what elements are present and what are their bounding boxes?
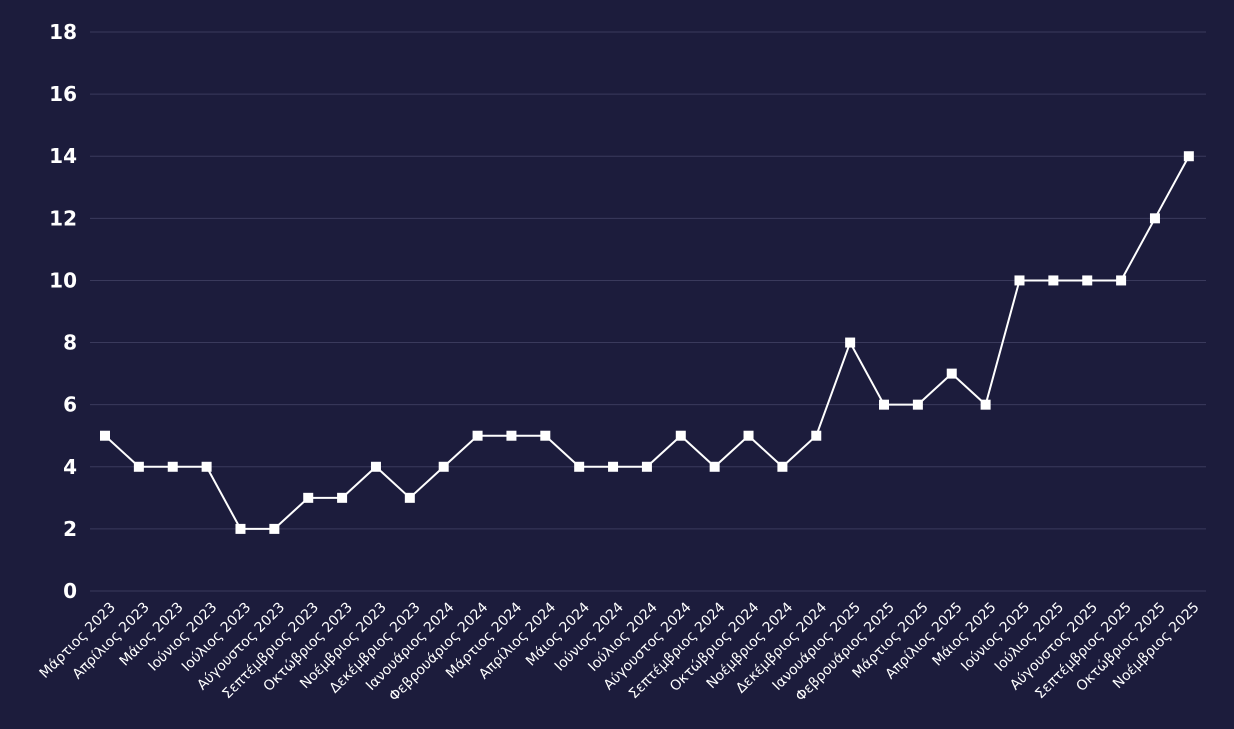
y-tick-label: 0 <box>63 579 77 603</box>
y-tick-label: 16 <box>49 82 77 106</box>
data-point <box>337 492 348 503</box>
y-tick-label: 14 <box>49 144 77 168</box>
data-point <box>675 430 686 441</box>
data-point <box>1116 275 1127 286</box>
y-tick-label: 8 <box>63 331 77 355</box>
data-point <box>201 461 212 472</box>
data-point <box>709 461 720 472</box>
data-point <box>980 399 991 410</box>
data-point <box>1048 275 1059 286</box>
y-tick-label: 6 <box>63 393 77 417</box>
data-point <box>438 461 449 472</box>
data-point <box>133 461 144 472</box>
data-point <box>777 461 788 472</box>
data-point <box>1149 213 1160 224</box>
y-tick-label: 10 <box>49 268 77 292</box>
data-point <box>1183 151 1194 162</box>
data-point <box>912 399 923 410</box>
data-point <box>946 368 957 379</box>
data-point <box>743 430 754 441</box>
data-point <box>472 430 483 441</box>
data-point <box>167 461 178 472</box>
data-point <box>506 430 517 441</box>
data-point <box>540 430 551 441</box>
data-point <box>845 337 856 348</box>
data-point <box>404 492 415 503</box>
data-point <box>641 461 652 472</box>
data-point <box>370 461 381 472</box>
data-point <box>1082 275 1093 286</box>
series <box>100 151 1194 534</box>
data-point <box>100 430 110 441</box>
y-axis-tick-labels: 0 2 4 6 8 10 12 14 16 18 <box>49 20 77 603</box>
data-point <box>811 430 822 441</box>
y-tick-label: 12 <box>49 206 77 230</box>
data-point <box>608 461 619 472</box>
data-point <box>235 523 246 534</box>
data-point <box>1014 275 1025 286</box>
data-point <box>574 461 585 472</box>
data-point <box>269 523 280 534</box>
gridlines <box>90 31 1206 592</box>
y-tick-label: 18 <box>49 20 77 44</box>
data-point <box>879 399 890 410</box>
y-tick-label: 4 <box>63 455 77 479</box>
data-point <box>303 492 314 503</box>
y-tick-label: 2 <box>63 517 77 541</box>
